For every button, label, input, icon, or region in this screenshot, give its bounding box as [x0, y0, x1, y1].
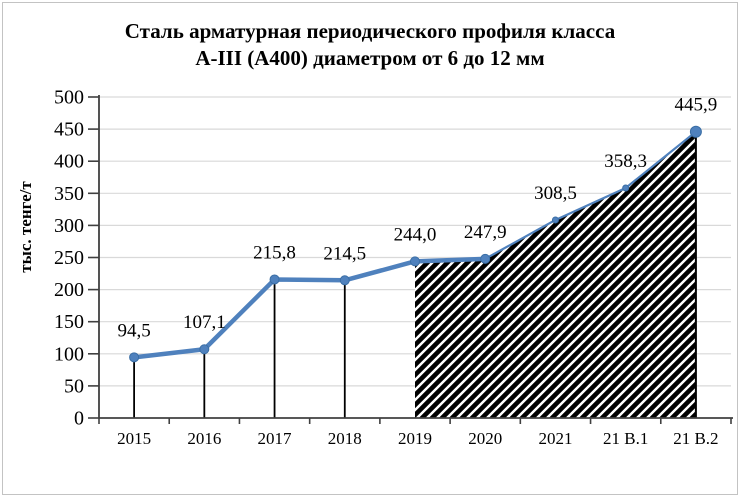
y-tick-label: 150: [54, 311, 84, 333]
y-tick-label: 0: [74, 408, 84, 430]
data-point-marker: [689, 125, 702, 138]
data-label: 247,9: [464, 222, 507, 243]
y-tick-label: 200: [54, 279, 84, 301]
x-category-label: 2017: [258, 429, 293, 448]
y-tick-label: 100: [54, 343, 84, 365]
data-label: 107,1: [183, 312, 226, 333]
x-category-label: 21 В.1: [603, 429, 648, 448]
data-point-marker: [410, 256, 420, 267]
x-category-label: 2021: [538, 429, 572, 448]
y-tick-label: 250: [54, 247, 84, 269]
y-tick-label: 300: [54, 215, 84, 237]
x-category-label: 21 В.2: [673, 429, 718, 448]
data-point-marker: [551, 216, 559, 224]
data-point-marker: [339, 275, 350, 286]
data-point-marker: [622, 184, 630, 192]
x-category-label: 2019: [398, 429, 432, 448]
data-label: 244,0: [394, 224, 437, 245]
y-tick-label: 50: [64, 375, 84, 397]
data-label: 358,3: [604, 151, 647, 172]
y-tick-label: 350: [54, 183, 84, 205]
x-category-label: 2018: [328, 429, 362, 448]
data-label: 445,9: [675, 95, 718, 116]
x-category-label: 2015: [117, 429, 151, 448]
data-point-marker: [269, 274, 280, 285]
chart-title-line-1: Сталь арматурная периодического профиля …: [124, 19, 616, 43]
data-label: 94,5: [117, 320, 150, 341]
data-point-marker: [199, 344, 210, 355]
data-point-marker: [129, 352, 140, 363]
y-tick-label: 450: [54, 119, 84, 141]
chart-title: Сталь арматурная периодического профиля …: [0, 18, 740, 72]
data-point-marker: [480, 253, 491, 264]
data-label: 214,5: [323, 243, 366, 264]
price-line-actual: [131, 256, 488, 360]
data-label: 215,8: [253, 242, 296, 263]
forecast-hatch-area: [415, 131, 696, 419]
data-label: 308,5: [534, 183, 577, 204]
x-category-label: 2020: [468, 429, 502, 448]
price-line-forecast: [484, 130, 697, 260]
x-category-label: 2016: [187, 429, 221, 448]
y-tick-label: 500: [54, 87, 84, 109]
y-tick-label: 400: [54, 151, 84, 173]
chart-title-line-2: А-III (А400) диаметром от 6 до 12 мм: [195, 46, 545, 70]
